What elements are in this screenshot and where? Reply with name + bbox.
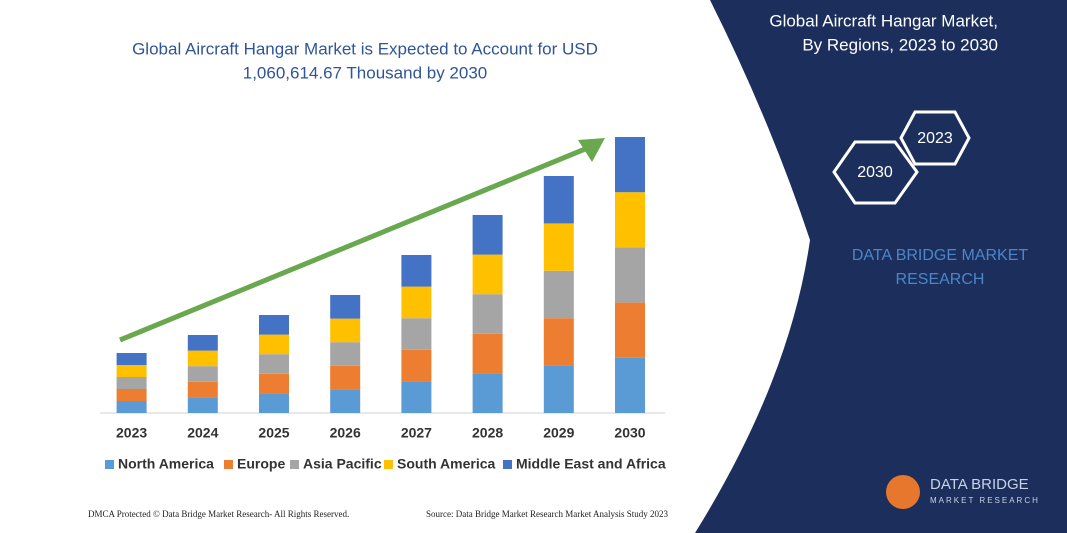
panel-title: Global Aircraft Hangar Market,	[769, 11, 998, 30]
bar-segment	[615, 357, 645, 413]
hexagon	[899, 110, 971, 166]
bar-segment	[330, 318, 361, 343]
bar-segment	[401, 286, 432, 319]
bar-segment	[259, 393, 289, 413]
legend-swatch	[384, 460, 393, 469]
bar-segment	[259, 354, 289, 374]
footer-right: Source: Data Bridge Market Research Mark…	[426, 509, 668, 519]
bar-segment	[116, 389, 147, 401]
bar-segment	[330, 365, 361, 390]
hexagon	[832, 140, 919, 205]
x-tick-label: 2028	[472, 425, 503, 441]
bar-segment	[472, 333, 503, 374]
bar-segment	[330, 389, 361, 413]
x-tick-label: 2027	[401, 425, 432, 441]
bar-segment	[543, 365, 574, 413]
bar-segment	[615, 302, 645, 358]
bar-segment	[401, 381, 432, 413]
bar-segment	[472, 215, 503, 255]
legend-label: South America	[397, 456, 495, 472]
legend-swatch	[290, 460, 299, 469]
bar-segment	[543, 318, 574, 366]
bar-segment	[330, 342, 361, 366]
logo-text: DATA BRIDGE	[930, 476, 1029, 493]
legend-swatch	[503, 460, 512, 469]
growth-arrow	[119, 144, 591, 343]
bar-segment	[401, 318, 432, 350]
bar-segment	[116, 353, 147, 365]
bar-segment	[615, 137, 645, 193]
bar-segment	[187, 350, 218, 367]
bar-segment	[187, 397, 218, 413]
bar-segment	[187, 381, 218, 398]
bar-segment	[615, 247, 645, 303]
bar-segment	[543, 223, 574, 271]
bar-segment	[259, 373, 289, 394]
hex-label: 2030	[857, 164, 893, 181]
chart-subtitle: 1,060,614.67 Thousand by 2030	[243, 63, 488, 82]
hex-label: 2023	[917, 130, 953, 147]
bar-segment	[472, 373, 503, 413]
bar-segment	[401, 255, 432, 287]
brand-text: RESEARCH	[896, 271, 985, 288]
chart-title: Global Aircraft Hangar Market is Expecte…	[132, 39, 598, 58]
bar-segment	[472, 294, 503, 334]
bar-segment	[330, 295, 361, 319]
side-panel	[695, 0, 1067, 533]
bar-segment	[472, 254, 503, 295]
bar-segment	[615, 192, 645, 248]
x-tick-label: 2025	[258, 425, 289, 441]
bar-segment	[116, 377, 147, 389]
bar-segment	[187, 366, 218, 382]
bar-segment	[116, 401, 147, 413]
legend-swatch	[224, 460, 233, 469]
bar-segment	[259, 315, 289, 335]
bar-segment	[259, 334, 289, 355]
x-tick-label: 2023	[116, 425, 147, 441]
logo-mark	[886, 475, 920, 509]
legend-swatch	[105, 460, 114, 469]
panel-title: By Regions, 2023 to 2030	[802, 35, 998, 54]
legend-label: Europe	[237, 456, 285, 472]
bar-segment	[543, 176, 574, 224]
x-tick-label: 2026	[330, 425, 361, 441]
legend-label: Middle East and Africa	[516, 456, 666, 472]
legend-label: Asia Pacific	[303, 456, 382, 472]
bar-segment	[543, 270, 574, 319]
bar-segment	[187, 335, 218, 351]
brand-text: DATA BRIDGE MARKET	[852, 247, 1029, 264]
bar-segment	[116, 365, 147, 377]
logo-text: MARKET RESEARCH	[930, 496, 1040, 505]
x-tick-label: 2030	[614, 425, 645, 441]
x-tick-label: 2029	[543, 425, 574, 441]
bar-segment	[401, 349, 432, 382]
arrow-head	[578, 138, 605, 162]
x-tick-label: 2024	[187, 425, 218, 441]
footer-left: DMCA Protected © Data Bridge Market Rese…	[88, 509, 349, 519]
legend-label: North America	[118, 456, 214, 472]
